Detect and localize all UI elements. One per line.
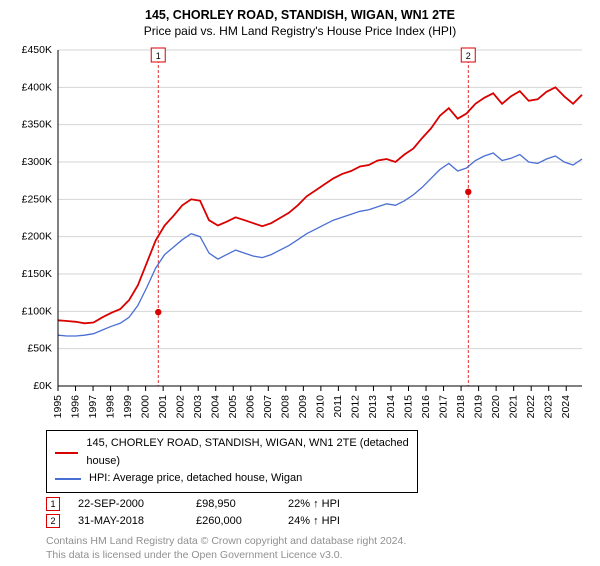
svg-text:1996: 1996	[69, 395, 81, 419]
svg-text:2013: 2013	[367, 395, 379, 419]
footer-attribution: Contains HM Land Registry data © Crown c…	[46, 534, 590, 562]
svg-text:2024: 2024	[560, 395, 572, 419]
legend-item: 145, CHORLEY ROAD, STANDISH, WIGAN, WN1 …	[55, 435, 409, 470]
legend-label: 145, CHORLEY ROAD, STANDISH, WIGAN, WN1 …	[86, 435, 409, 470]
svg-text:2019: 2019	[472, 395, 484, 419]
svg-text:2009: 2009	[297, 395, 309, 419]
svg-text:2012: 2012	[350, 395, 362, 419]
svg-text:2003: 2003	[192, 395, 204, 419]
svg-text:2002: 2002	[174, 395, 186, 419]
marker-delta: 22% ↑ HPI	[288, 498, 378, 510]
svg-text:2020: 2020	[490, 395, 502, 419]
svg-text:2005: 2005	[227, 395, 239, 419]
svg-text:2015: 2015	[402, 395, 414, 419]
marker-price: £98,950	[196, 498, 288, 510]
chart-title: 145, CHORLEY ROAD, STANDISH, WIGAN, WN1 …	[10, 8, 590, 22]
marker-number-box: 1	[46, 497, 60, 511]
marker-row: 2 31-MAY-2018£260,00024% ↑ HPI	[46, 514, 590, 528]
svg-text:£450K: £450K	[22, 44, 52, 56]
chart-subtitle: Price paid vs. HM Land Registry's House …	[10, 24, 590, 38]
svg-text:2021: 2021	[507, 395, 519, 419]
svg-text:£0K: £0K	[33, 380, 52, 392]
svg-text:2022: 2022	[525, 395, 537, 419]
svg-text:1: 1	[156, 51, 161, 61]
legend-swatch	[55, 452, 78, 454]
chart-plot-area: £0K £50K £100K £150K £200K £250K £300K £350K £40…	[10, 44, 590, 424]
footer-line-1: Contains HM Land Registry data © Crown c…	[46, 534, 590, 548]
marker-table: 1 22-SEP-2000£98,95022% ↑ HPI 2 31-MAY-2018…	[46, 497, 590, 528]
marker-date: 22-SEP-2000	[78, 498, 196, 510]
svg-text:£100K: £100K	[22, 305, 52, 317]
svg-text:2017: 2017	[437, 395, 449, 419]
svg-text:2008: 2008	[280, 395, 292, 419]
svg-text:2014: 2014	[385, 395, 397, 419]
svg-text:£150K: £150K	[22, 268, 52, 280]
svg-text:2010: 2010	[315, 395, 327, 419]
svg-text:£250K: £250K	[22, 193, 52, 205]
svg-text:2000: 2000	[139, 395, 151, 419]
marker-date: 31-MAY-2018	[78, 515, 196, 527]
legend-swatch	[55, 478, 81, 480]
chart-container: 145, CHORLEY ROAD, STANDISH, WIGAN, WN1 …	[0, 0, 600, 566]
svg-text:1995: 1995	[52, 395, 64, 419]
svg-text:2023: 2023	[542, 395, 554, 419]
svg-text:£400K: £400K	[22, 81, 52, 93]
svg-text:1998: 1998	[104, 395, 116, 419]
marker-row: 1 22-SEP-2000£98,95022% ↑ HPI	[46, 497, 590, 511]
svg-text:2007: 2007	[262, 395, 274, 419]
svg-text:1999: 1999	[122, 395, 134, 419]
svg-text:£200K: £200K	[22, 231, 52, 243]
svg-text:1997: 1997	[87, 395, 99, 419]
chart-svg: £0K £50K £100K £150K £200K £250K £300K £350K £40…	[10, 44, 590, 424]
svg-text:2011: 2011	[332, 395, 344, 418]
svg-text:2016: 2016	[420, 395, 432, 419]
svg-text:2001: 2001	[157, 395, 169, 419]
svg-text:2004: 2004	[210, 395, 222, 419]
svg-text:£300K: £300K	[22, 156, 52, 168]
svg-text:2: 2	[466, 51, 471, 61]
legend-label: HPI: Average price, detached house, Wiga…	[89, 470, 302, 488]
svg-text:£50K: £50K	[27, 343, 52, 355]
svg-text:2006: 2006	[245, 395, 257, 419]
legend-box: 145, CHORLEY ROAD, STANDISH, WIGAN, WN1 …	[46, 430, 418, 493]
marker-delta: 24% ↑ HPI	[288, 515, 378, 527]
marker-price: £260,000	[196, 515, 288, 527]
marker-number-box: 2	[46, 514, 60, 528]
svg-text:£350K: £350K	[22, 119, 52, 131]
legend-item: HPI: Average price, detached house, Wiga…	[55, 470, 409, 488]
svg-text:2018: 2018	[455, 395, 467, 419]
